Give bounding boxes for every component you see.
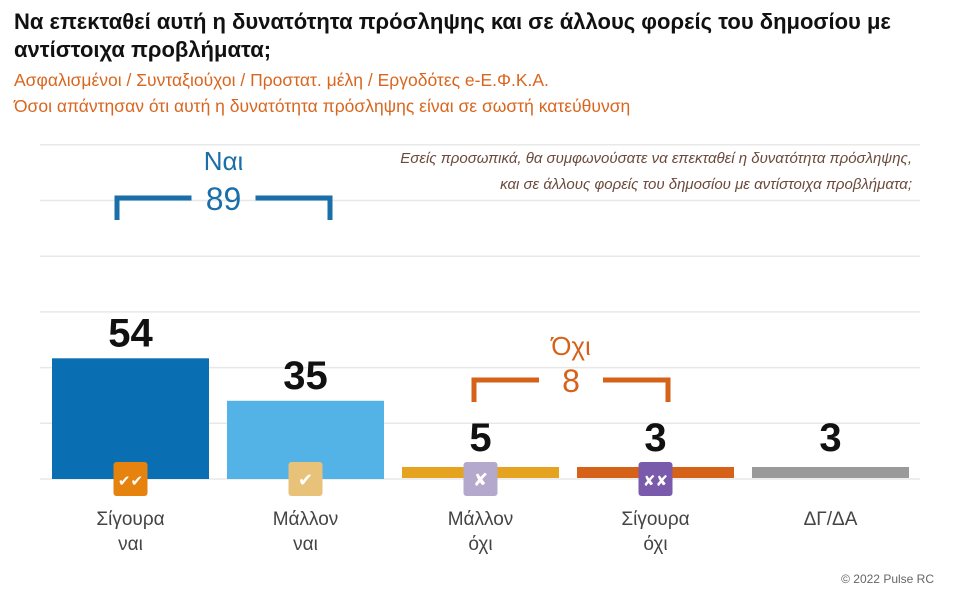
double-check-icon-glyph: ✔✔ bbox=[118, 472, 143, 490]
bar bbox=[52, 358, 209, 479]
question-line-1: Εσείς προσωπικά, θα συμφωνούσατε να επεκ… bbox=[400, 150, 912, 167]
data-label: 3 bbox=[644, 416, 666, 460]
check-icon-glyph: ✔ bbox=[298, 470, 313, 491]
double-cross-icon bbox=[638, 462, 673, 496]
data-label: 3 bbox=[819, 416, 841, 460]
group-total: 89 bbox=[206, 181, 242, 217]
category-label: όχι bbox=[468, 534, 492, 555]
category-label: ναι bbox=[293, 534, 318, 555]
chart-subtitle-1: Ασφαλισμένοι / Συνταξιούχοι / Προστατ. μ… bbox=[14, 70, 549, 90]
group-bracket bbox=[471, 377, 671, 402]
data-label: 54 bbox=[108, 311, 153, 355]
group-label: Ναι bbox=[204, 146, 244, 176]
survey-question: Εσείς προσωπικά, θα συμφωνούσατε να επεκ… bbox=[400, 146, 912, 198]
category-label: ναι bbox=[118, 534, 143, 555]
double-cross-icon-glyph: ✘✘ bbox=[643, 472, 668, 490]
data-label: 35 bbox=[283, 354, 328, 398]
category-label: Σίγουρα bbox=[96, 509, 164, 530]
copyright: © 2022 Pulse RC bbox=[841, 572, 934, 586]
cross-icon-glyph: ✘ bbox=[473, 470, 488, 491]
group-label: Όχι bbox=[550, 331, 591, 361]
group-total: 8 bbox=[562, 363, 580, 399]
double-check-icon bbox=[113, 462, 148, 496]
group-bracket bbox=[114, 195, 333, 220]
question-line-2: και σε άλλους φορείς του δημοσίου με αντ… bbox=[500, 176, 912, 193]
check-icon bbox=[288, 462, 323, 496]
category-label: Σίγουρα bbox=[621, 509, 689, 530]
bar bbox=[752, 467, 909, 478]
category-label: ΔΓ/ΔΑ bbox=[804, 509, 858, 530]
cross-icon bbox=[463, 462, 498, 496]
data-label: 5 bbox=[469, 416, 491, 460]
category-label: Μάλλον bbox=[448, 509, 514, 530]
chart-subtitle-2: Όσοι απάντησαν ότι αυτή η δυνατότητα πρό… bbox=[14, 96, 631, 116]
category-label: Μάλλον bbox=[273, 509, 339, 530]
chart-title: Να επεκταθεί αυτή η δυνατότητα πρόσληψης… bbox=[14, 9, 891, 62]
category-label: όχι bbox=[643, 534, 667, 555]
